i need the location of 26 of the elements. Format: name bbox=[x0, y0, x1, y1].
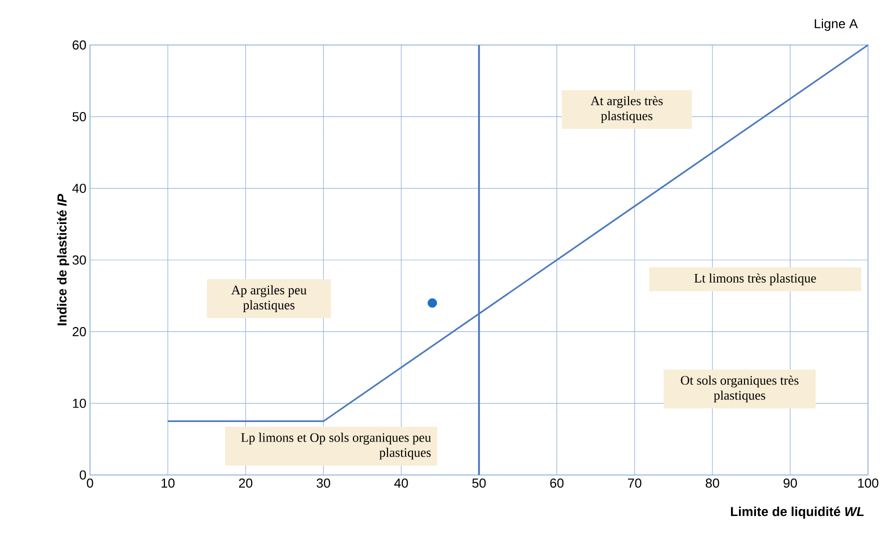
x-tick-label: 100 bbox=[858, 478, 878, 488]
x-tick-label: 10 bbox=[162, 478, 175, 488]
annotation: Lp limons et Op sols organiques peu plastiques bbox=[241, 432, 431, 460]
x-tick-label: 70 bbox=[628, 478, 642, 488]
y-tick-label: 0 bbox=[80, 470, 86, 480]
y-tick-label: 20 bbox=[72, 327, 86, 336]
y-tick-label: 10 bbox=[73, 398, 86, 408]
x-tick-label: 40 bbox=[394, 478, 408, 488]
series-label: Ligne A bbox=[814, 18, 858, 31]
annotation: At argiles très plastiques bbox=[590, 96, 663, 123]
y-tick-label: 60 bbox=[72, 40, 86, 50]
y-tick-label: 30 bbox=[72, 255, 86, 265]
x-tick-label: 90 bbox=[784, 478, 797, 488]
x-tick-label: 60 bbox=[550, 478, 564, 488]
x-axis-title: Limite de liquidité WL bbox=[731, 506, 864, 519]
x-tick-label: 80 bbox=[706, 478, 720, 488]
annotation: Ap argiles peu plastiques bbox=[231, 285, 306, 312]
x-tick-label: 20 bbox=[239, 478, 252, 488]
y-axis-title: Indice de plasticité IP bbox=[56, 194, 70, 326]
annotation: Lt limons très plastique bbox=[694, 273, 816, 286]
x-tick-label: 30 bbox=[316, 478, 330, 488]
y-tick-label: 40 bbox=[72, 184, 86, 193]
annotation: Ot sols organiques très plastiques bbox=[680, 376, 798, 402]
x-tick-label: 50 bbox=[472, 478, 486, 488]
x-tick-label: 0 bbox=[86, 478, 94, 488]
y-tick-label: 50 bbox=[72, 112, 86, 122]
